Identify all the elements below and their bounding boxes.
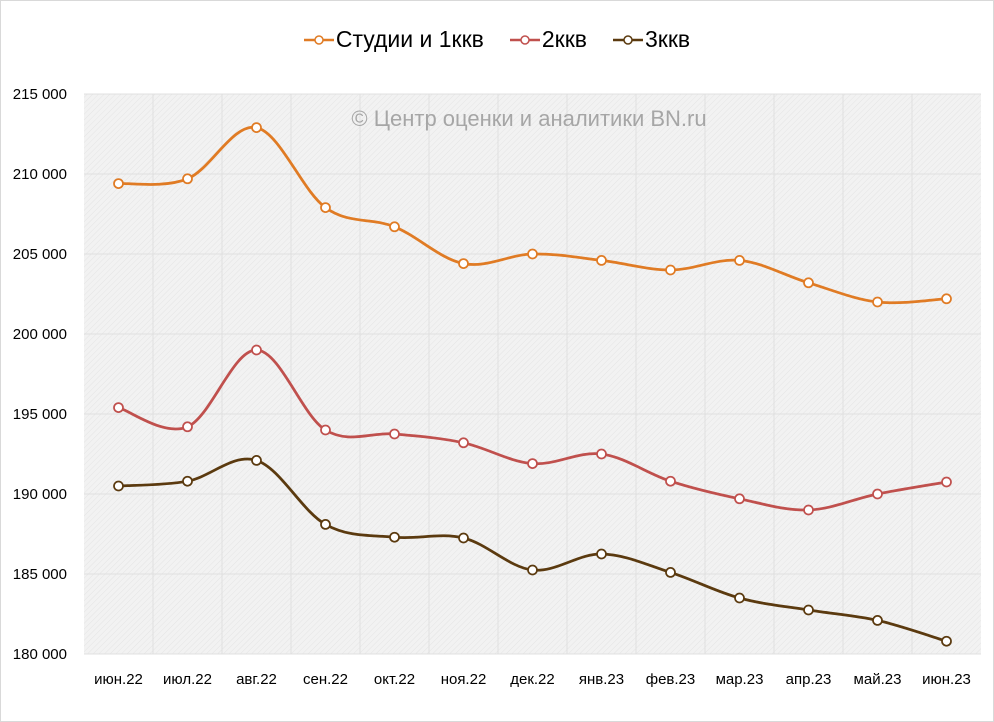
data-point — [527, 564, 538, 576]
legend-marker-3kkv — [613, 33, 644, 47]
x-tick-label: янв.23 — [579, 671, 624, 688]
x-tick-label: ноя.22 — [441, 671, 487, 688]
data-point — [182, 421, 193, 433]
y-tick-label: 185 000 — [13, 566, 67, 583]
x-tick-label: апр.23 — [786, 671, 832, 688]
legend-label-studios: Студии и 1ккв — [335, 26, 484, 52]
data-point — [389, 428, 400, 440]
plot-area — [84, 94, 981, 654]
data-point — [596, 255, 607, 266]
data-point — [251, 455, 262, 466]
series-1 — [113, 122, 952, 308]
data-point — [734, 493, 745, 505]
data-point — [113, 402, 124, 413]
data-point — [389, 531, 400, 543]
data-point — [527, 458, 538, 469]
data-point — [596, 548, 607, 560]
data-point — [803, 277, 814, 289]
series-2 — [113, 344, 952, 516]
data-point — [320, 519, 331, 530]
x-tick-label: фев.23 — [646, 671, 696, 688]
legend-marker-2kkv — [509, 33, 540, 47]
data-point — [182, 173, 193, 185]
data-point — [113, 480, 124, 492]
y-tick-label: 180 000 — [13, 646, 67, 663]
data-point — [665, 264, 676, 276]
data-point — [320, 202, 331, 213]
legend-marker-studios — [303, 33, 334, 47]
x-axis: июн.22 июл.22 авг.22 сен.22 окт.22 ноя.22 дек.… — [94, 671, 971, 688]
legend-item-studios: Студии и 1ккв — [303, 26, 484, 53]
legend-label-3kkv: 3ккв — [645, 26, 691, 52]
data-point — [872, 296, 883, 308]
x-tick-label: сен.22 — [303, 671, 348, 688]
legend: Студии и 1ккв 2ккв 3ккв — [0, 26, 994, 53]
gridlines — [84, 93, 981, 655]
y-tick-label: 215 000 — [13, 86, 67, 103]
data-point — [665, 567, 676, 578]
data-point — [941, 293, 952, 305]
x-tick-label: май.23 — [854, 671, 902, 688]
data-point — [596, 448, 607, 460]
data-point — [182, 475, 193, 487]
data-point — [251, 344, 262, 356]
data-point — [665, 475, 676, 487]
data-point — [941, 476, 952, 488]
data-point — [389, 221, 400, 233]
data-point — [872, 488, 883, 500]
y-tick-label: 200 000 — [13, 326, 67, 343]
watermark: © Центр оценки и аналитики BN.ru — [351, 106, 706, 131]
data-point — [872, 615, 883, 626]
data-point — [251, 122, 262, 133]
data-point — [803, 504, 814, 516]
x-tick-label: окт.22 — [374, 671, 415, 688]
x-tick-label: мар.23 — [716, 671, 764, 688]
x-tick-label: июн.22 — [94, 671, 143, 688]
legend-item-2kkv: 2ккв — [509, 26, 588, 53]
data-point — [803, 604, 814, 616]
data-point — [458, 258, 469, 269]
data-point — [941, 635, 952, 647]
data-point — [458, 437, 469, 449]
x-tick-label: июн.23 — [922, 671, 971, 688]
series-3 — [113, 455, 952, 647]
data-point — [734, 592, 745, 604]
x-tick-label: дек.22 — [510, 671, 555, 688]
x-tick-label: июл.22 — [163, 671, 212, 688]
data-point — [527, 248, 538, 260]
legend-item-3kkv: 3ккв — [613, 26, 690, 53]
legend-label-2kkv: 2ккв — [541, 26, 588, 52]
data-point — [734, 255, 745, 266]
series-group — [113, 122, 952, 647]
y-tick-label: 190 000 — [13, 486, 67, 503]
data-point — [458, 532, 469, 544]
data-point — [320, 424, 331, 436]
y-tick-label: 195 000 — [13, 406, 67, 423]
y-axis: 180 000 185 000 190 000 195 000 200 000 205 0… — [13, 86, 67, 663]
x-tick-label: авг.22 — [236, 671, 277, 688]
y-tick-label: 210 000 — [13, 166, 67, 183]
y-tick-label: 205 000 — [13, 246, 67, 263]
data-point — [113, 178, 124, 189]
